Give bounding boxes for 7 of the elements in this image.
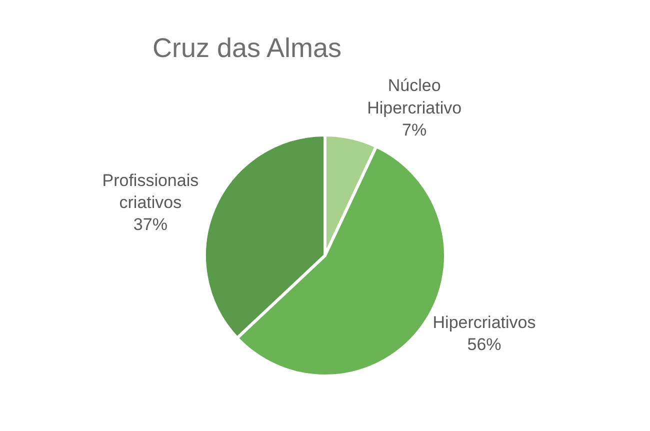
slice-label: Núcleo Hipercriativo [367,76,462,118]
data-label: 37% [133,215,168,234]
slice-label: Profissionais criativos [102,171,199,212]
data-label: 7% [402,120,427,140]
slice-label: Hipercriativos [432,312,536,332]
data-label: 56% [467,334,502,354]
chart-title: Cruz das Almas [152,32,342,63]
